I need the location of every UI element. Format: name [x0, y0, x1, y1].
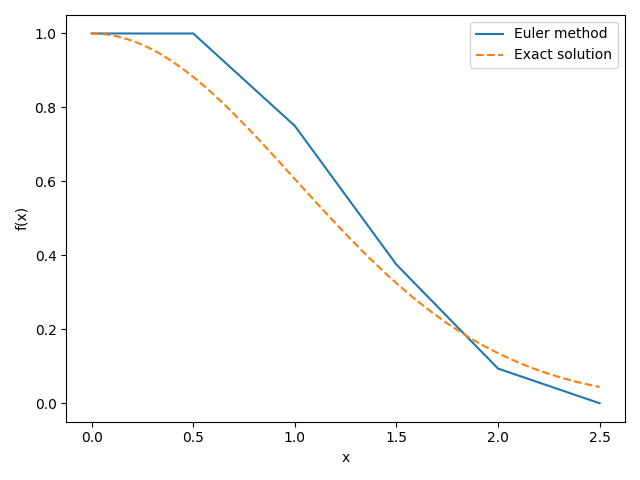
Legend: Euler method, Exact solution: Euler method, Exact solution [470, 22, 618, 68]
Exact solution [332, 221, 340, 227]
Exact solution [88, 31, 95, 36]
Euler method [291, 123, 299, 129]
Euler method [392, 262, 400, 267]
Line: Exact solution: Exact solution [92, 34, 600, 387]
Euler method [596, 400, 604, 406]
Exact solution [390, 278, 398, 284]
Exact solution [596, 384, 604, 390]
Euler method [88, 31, 95, 36]
Exact solution [584, 382, 591, 387]
X-axis label: x: x [342, 451, 350, 465]
Exact solution [329, 217, 337, 223]
Y-axis label: f(x): f(x) [15, 206, 29, 230]
Exact solution [363, 252, 371, 258]
Exact solution [504, 355, 512, 361]
Euler method [189, 31, 197, 36]
Euler method [494, 366, 502, 372]
Line: Euler method: Euler method [92, 34, 600, 403]
